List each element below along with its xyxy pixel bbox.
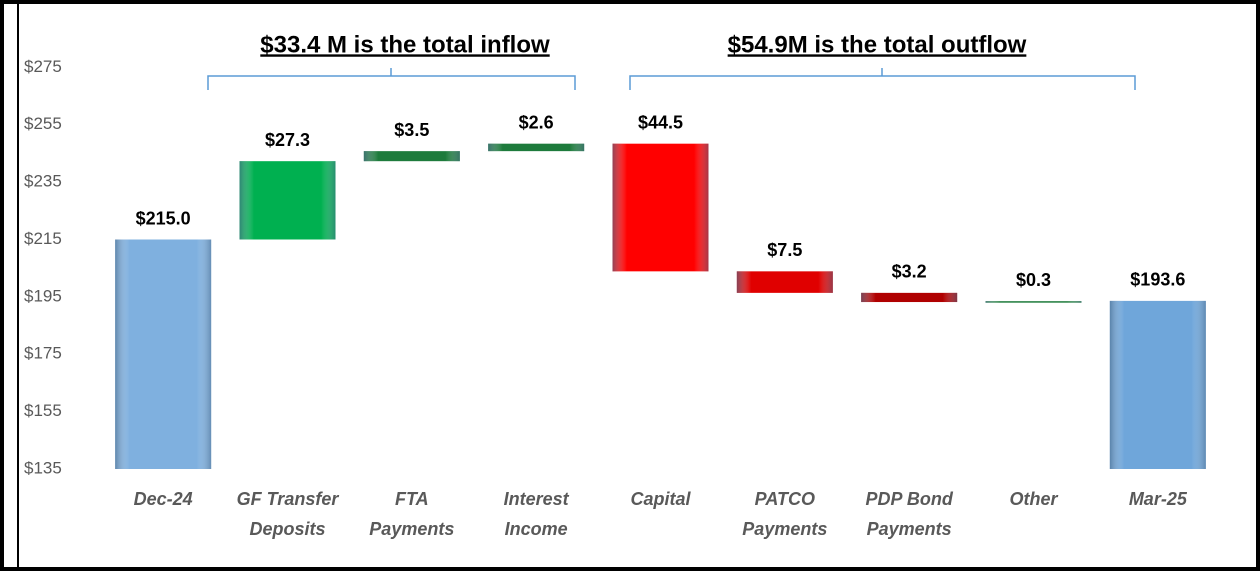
- y-tick-label: $255: [24, 114, 62, 133]
- annotation: $33.4 M is the total inflow: [260, 31, 550, 58]
- y-tick-label: $275: [24, 57, 62, 76]
- x-tick-label: Dec-24: [134, 489, 193, 509]
- y-tick-label: $155: [24, 401, 62, 420]
- bar-shade: [1109, 300, 1206, 469]
- x-tick-label: PATCO Payments: [742, 489, 827, 539]
- bracket: [207, 68, 576, 90]
- value-label: $44.5: [638, 112, 683, 132]
- x-tick-label: Interest Income: [504, 489, 570, 539]
- bar-shade: [861, 292, 958, 303]
- bar-shade: [736, 271, 833, 293]
- bar-shade: [985, 301, 1082, 303]
- bracket: [629, 68, 1136, 90]
- value-label: $215.0: [136, 208, 191, 228]
- value-label: $2.6: [519, 112, 554, 132]
- bar-shade: [115, 239, 212, 469]
- bar-shade: [363, 151, 460, 162]
- y-tick-label: $235: [24, 172, 62, 191]
- x-tick-label: FTA Payments: [369, 489, 454, 539]
- x-tick-label: Capital: [630, 489, 691, 509]
- y-tick-label: $175: [24, 344, 62, 363]
- x-tick-label: Mar-25: [1129, 489, 1188, 509]
- value-label: $3.5: [394, 120, 429, 140]
- x-tick-label: PDP Bond Payments: [866, 489, 954, 539]
- value-label: $7.5: [767, 240, 802, 260]
- value-label: $193.6: [1130, 270, 1185, 290]
- bar-shade: [239, 161, 336, 240]
- x-tick-label: Other: [1009, 489, 1058, 509]
- bar-shade: [488, 143, 585, 152]
- value-label: $27.3: [265, 130, 310, 150]
- y-tick-label: $215: [24, 229, 62, 248]
- value-label: $0.3: [1016, 270, 1051, 290]
- y-tick-label: $195: [24, 286, 62, 305]
- value-label: $3.2: [892, 262, 927, 282]
- x-tick-label: GF Transfer Deposits: [237, 489, 340, 539]
- bar-shade: [612, 143, 709, 272]
- y-tick-label: $135: [24, 458, 62, 477]
- annotation: $54.9M is the total outflow: [728, 31, 1027, 58]
